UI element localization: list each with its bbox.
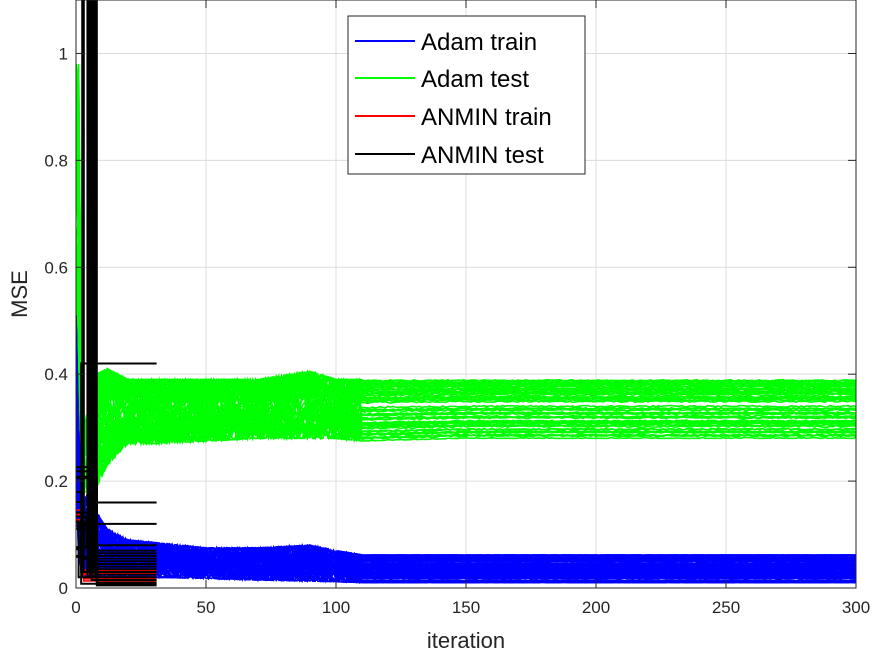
x-tick-labels: 0 50 100 150 200 250 300: [71, 598, 870, 617]
x-tick-label: 200: [582, 598, 610, 617]
legend-label-anmin-test: ANMIN test: [421, 142, 544, 169]
x-tick-label: 250: [712, 598, 740, 617]
line-adam-train-run: [76, 415, 856, 577]
y-tick-label: 0.4: [44, 365, 68, 384]
y-tick-label: 0.8: [44, 151, 68, 170]
line-adam-test-run: [76, 320, 856, 478]
line-adam-test-run: [76, 169, 856, 467]
line-adam-test-run: [76, 303, 856, 485]
x-tick-label: 150: [452, 598, 480, 617]
legend-label-adam-test: Adam test: [421, 66, 529, 93]
line-adam-test-run: [76, 247, 856, 484]
line-adam-test-run: [76, 302, 856, 490]
line-adam-test-run: [76, 168, 856, 448]
legend-item-adam-test: Adam test: [355, 66, 529, 93]
x-axis-label: iteration: [427, 628, 505, 653]
series-adam-train: [76, 315, 856, 585]
legend-label-anmin-train: ANMIN train: [421, 104, 552, 131]
series-adam-test: [76, 64, 856, 493]
line-adam-train-run: [76, 315, 856, 563]
line-adam-train-run: [76, 440, 856, 585]
x-tick-label: 0: [71, 598, 80, 617]
line-adam-test-run: [76, 64, 856, 433]
y-tick-labels: 0 0.2 0.4 0.6 0.8 1: [44, 44, 68, 598]
line-adam-test-run: [76, 280, 856, 485]
line-adam-train-run: [76, 470, 856, 582]
legend-label-adam-train: Adam train: [421, 29, 537, 56]
x-tick-label: 300: [842, 598, 870, 617]
y-tick-label: 1: [59, 44, 68, 63]
line-anmin-test-run: [76, 501, 157, 585]
legend-item-anmin-train: ANMIN train: [355, 104, 552, 131]
line-adam-test-run: [76, 108, 856, 449]
plot-area: [76, 0, 856, 587]
axes-box: [75, 0, 857, 589]
legend-item-adam-train: Adam train: [355, 29, 537, 56]
line-adam-train-run: [76, 413, 856, 575]
line-anmin-test-run: [76, 520, 157, 579]
legend-box: [347, 15, 586, 175]
axes-frame: [75, 0, 857, 589]
y-tick-label: 0.6: [44, 258, 68, 277]
x-tick-label: 50: [197, 598, 216, 617]
line-adam-train-run: [76, 378, 856, 573]
line-adam-test-run: [76, 162, 856, 458]
legend-item-anmin-test: ANMIN test: [355, 142, 544, 169]
line-adam-test-run: [76, 116, 856, 449]
line-adam-test-run: [76, 263, 856, 469]
y-tick-label: 0.2: [44, 472, 68, 491]
line-anmin-test-spike: [94, 0, 100, 578]
line-adam-train-run: [76, 398, 856, 567]
line-adam-test-run: [76, 113, 856, 448]
line-anmin-test-spike: [81, 0, 87, 578]
series-anmin-test: [76, 0, 157, 587]
y-tick-label: 0: [59, 579, 68, 598]
y-axis-label: MSE: [7, 270, 32, 318]
line-adam-test-run: [76, 64, 856, 439]
x-tick-label: 100: [322, 598, 350, 617]
legend: Adam train Adam test ANMIN train ANMIN t…: [347, 15, 586, 175]
